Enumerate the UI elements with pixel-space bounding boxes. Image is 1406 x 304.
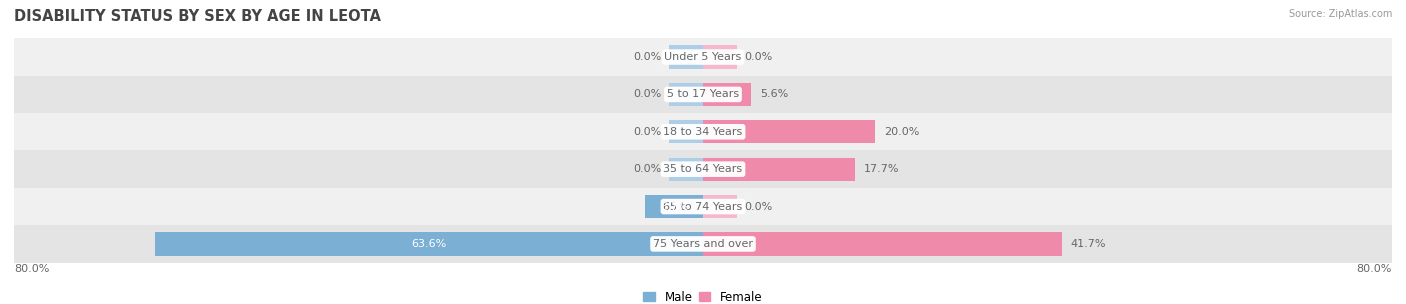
Bar [703,232,1062,255]
Text: 80.0%: 80.0% [1357,264,1392,275]
Text: DISABILITY STATUS BY SEX BY AGE IN LEOTA: DISABILITY STATUS BY SEX BY AGE IN LEOTA [14,9,381,24]
Bar [703,46,738,69]
Bar [703,157,855,181]
Bar [669,83,703,106]
Bar [14,38,1392,76]
Bar [14,188,1392,225]
Text: 17.7%: 17.7% [865,164,900,174]
Text: 20.0%: 20.0% [884,127,920,137]
Text: 18 to 34 Years: 18 to 34 Years [664,127,742,137]
Bar [14,225,1392,263]
Text: 63.6%: 63.6% [412,239,447,249]
Bar [669,157,703,181]
Text: 5.6%: 5.6% [759,89,789,99]
Legend: Male, Female: Male, Female [638,286,768,304]
Bar [645,195,703,218]
Bar [703,83,751,106]
Text: 35 to 64 Years: 35 to 64 Years [664,164,742,174]
Bar [14,113,1392,150]
Text: 5 to 17 Years: 5 to 17 Years [666,89,740,99]
Bar [14,150,1392,188]
Text: 0.0%: 0.0% [744,202,772,212]
Bar [669,46,703,69]
Text: 41.7%: 41.7% [1071,239,1107,249]
Text: Under 5 Years: Under 5 Years [665,52,741,62]
Text: 0.0%: 0.0% [634,52,662,62]
Bar [703,195,738,218]
Text: 0.0%: 0.0% [634,127,662,137]
Text: 0.0%: 0.0% [744,52,772,62]
Text: 0.0%: 0.0% [634,89,662,99]
Bar [14,76,1392,113]
Bar [669,120,703,143]
Text: 65 to 74 Years: 65 to 74 Years [664,202,742,212]
Bar [703,120,875,143]
Text: 80.0%: 80.0% [14,264,49,275]
Text: Source: ZipAtlas.com: Source: ZipAtlas.com [1288,9,1392,19]
Text: 6.7%: 6.7% [659,202,689,212]
Text: 75 Years and over: 75 Years and over [652,239,754,249]
Text: 0.0%: 0.0% [634,164,662,174]
Bar [155,232,703,255]
